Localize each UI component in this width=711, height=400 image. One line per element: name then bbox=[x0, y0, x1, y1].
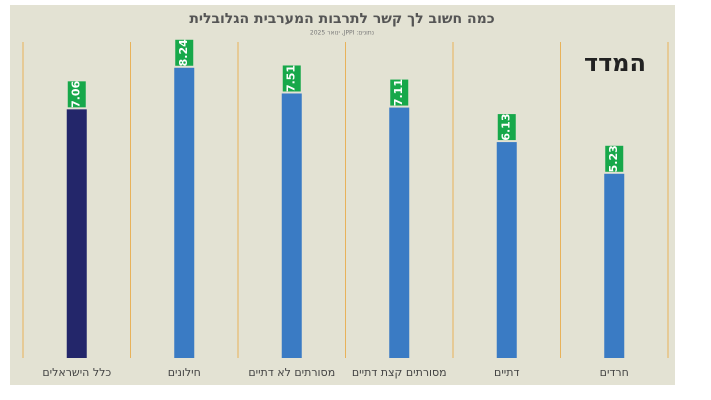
value-label: 7.06 bbox=[70, 80, 83, 107]
bar bbox=[604, 173, 625, 358]
x-tick-label: מסורתים קצת דתיים bbox=[352, 366, 447, 379]
logo: המדד bbox=[584, 49, 646, 77]
x-tick-label: כלל הישראלים bbox=[42, 366, 111, 379]
bar bbox=[66, 109, 87, 358]
chart-background bbox=[10, 5, 675, 385]
bar bbox=[496, 142, 517, 358]
chart-subtitle: נתונים: JPPI, ינואר 2025 bbox=[310, 30, 374, 37]
bar bbox=[389, 107, 410, 358]
value-label-box bbox=[282, 65, 301, 92]
bar bbox=[174, 67, 195, 358]
bar bbox=[281, 93, 302, 358]
value-label-box bbox=[497, 114, 516, 141]
x-tick-label: חילונים bbox=[168, 366, 201, 379]
value-label: 7.51 bbox=[285, 65, 298, 92]
x-tick-label: מסורתים לא דתיים bbox=[248, 366, 335, 379]
x-tick-label: חרדים bbox=[600, 366, 629, 379]
value-label-box bbox=[605, 145, 624, 172]
value-label-box bbox=[67, 81, 86, 108]
value-label: 8.24 bbox=[177, 39, 190, 66]
chart-title: כמה חשוב לך קשר לתרבות המערבית הגלובלית bbox=[189, 11, 494, 27]
value-label-box bbox=[390, 79, 409, 106]
value-label: 6.13 bbox=[500, 114, 513, 141]
x-tick-label: דתיים bbox=[494, 366, 519, 379]
value-label-box bbox=[175, 39, 194, 66]
value-label: 5.23 bbox=[607, 145, 620, 172]
value-label: 7.11 bbox=[392, 79, 405, 106]
